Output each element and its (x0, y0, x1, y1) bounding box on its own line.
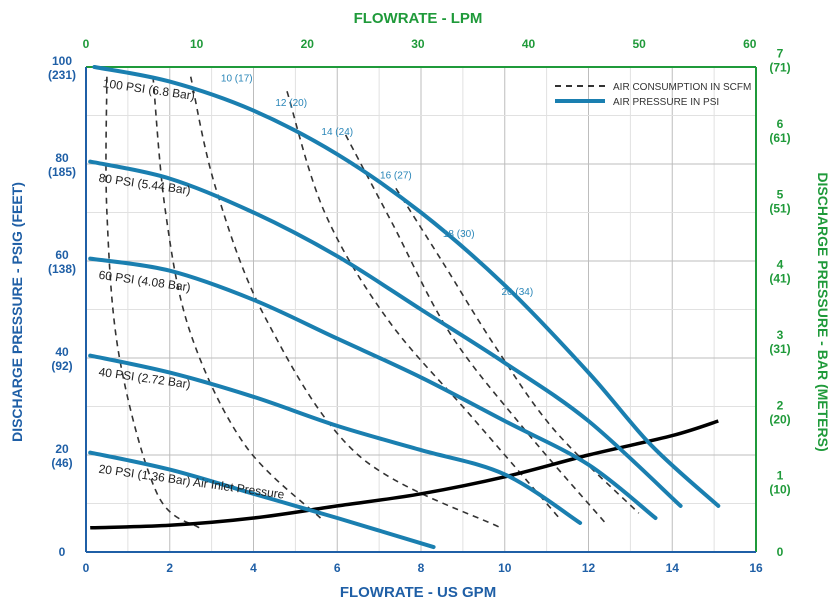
air-pressure-curve (88, 450, 436, 550)
x-tick-gpm: 4 (250, 561, 257, 575)
y-tick-bar: 3 (777, 328, 784, 342)
air-consumption-label: 16 (27) (380, 171, 412, 182)
y-tick-feet: (138) (48, 262, 76, 276)
right-axis-title: DISCHARGE PRESSURE - BAR (METERS) (815, 172, 828, 451)
air-pressure-curve (92, 65, 721, 508)
x-tick-gpm: 8 (418, 561, 425, 575)
x-tick-lpm: 20 (301, 37, 315, 51)
air-consumption-curve (395, 187, 640, 514)
x-tick-gpm: 10 (498, 561, 512, 575)
x-tick-gpm: 0 (83, 561, 90, 575)
x-tick-lpm: 40 (522, 37, 536, 51)
y-tick-psi: 40 (55, 345, 69, 359)
air-pressure-label: 20 PSI (1.36 Bar) Air Inlet Pressure (98, 462, 286, 502)
y-tick-feet: (185) (48, 165, 76, 179)
air-consumption-label: 18 (30) (443, 229, 475, 240)
y-tick-bar: 0 (777, 545, 784, 559)
y-tick-meters: (41) (769, 272, 790, 286)
air-pressure-curve (88, 159, 683, 508)
x-tick-gpm: 12 (582, 561, 596, 575)
y-tick-psi: 100 (52, 54, 72, 68)
y-tick-psi: 20 (55, 442, 69, 456)
air-consumption-curve (286, 91, 560, 519)
y-tick-bar: 1 (777, 469, 784, 483)
air-pressure-curve (88, 256, 658, 520)
y-tick-meters: (31) (769, 342, 790, 356)
top-axis-title: FLOWRATE - LPM (354, 10, 483, 27)
y-tick-bar: 2 (777, 398, 784, 412)
x-tick-gpm: 6 (334, 561, 341, 575)
x-tick-lpm: 10 (190, 37, 204, 51)
air-consumption-curve (105, 76, 200, 529)
air-consumption-label: 20 (34) (501, 287, 533, 298)
series-layer (88, 65, 721, 550)
x-tick-lpm: 0 (83, 37, 90, 51)
y-tick-meters: (71) (769, 61, 790, 75)
air-pressure-label: 80 PSI (5.44 Bar) (98, 171, 192, 198)
y-tick-meters: (51) (769, 201, 790, 215)
black-curve (90, 419, 719, 530)
y-tick-feet: (231) (48, 68, 76, 82)
y-tick-meters: (10) (769, 483, 790, 497)
air-consumption-curve (152, 76, 322, 519)
bottom-axis-title: FLOWRATE - US GPM (340, 584, 496, 601)
y-tick-feet: (92) (51, 359, 72, 373)
y-tick-psi: 60 (55, 248, 69, 262)
y-tick-bar: 4 (777, 258, 784, 272)
left-axis-title: DISCHARGE PRESSURE - PSIG (FEET) (9, 182, 25, 442)
y-tick-psi: 0 (59, 545, 66, 559)
air-pressure-curve (88, 353, 583, 525)
y-tick-meters: (20) (769, 412, 790, 426)
y-tick-bar: 6 (777, 117, 784, 131)
x-tick-lpm: 30 (411, 37, 425, 51)
y-tick-feet: (46) (51, 456, 72, 470)
legend-air-pressure: AIR PRESSURE IN PSI (613, 97, 719, 108)
x-tick-lpm: 50 (632, 37, 646, 51)
legend: AIR CONSUMPTION IN SCFM AIR PRESSURE IN … (555, 82, 751, 108)
y-tick-meters: (61) (769, 131, 790, 145)
air-consumption-curve (344, 134, 606, 524)
air-consumption-label: 10 (17) (221, 74, 253, 85)
y-tick-psi: 80 (55, 151, 69, 165)
y-tick-bar: 7 (777, 47, 784, 61)
air-consumption-label: 12 (20) (275, 98, 307, 109)
air-pressure-label: 100 PSI (6.8 Bar) (102, 76, 196, 103)
x-tick-lpm: 60 (743, 37, 757, 51)
legend-air-consumption: AIR CONSUMPTION IN SCFM (613, 82, 751, 93)
x-tick-gpm: 2 (166, 561, 173, 575)
x-tick-gpm: 14 (666, 561, 680, 575)
y-tick-bar: 5 (777, 187, 784, 201)
air-consumption-label: 14 (24) (321, 127, 353, 138)
x-tick-gpm: 16 (749, 561, 763, 575)
